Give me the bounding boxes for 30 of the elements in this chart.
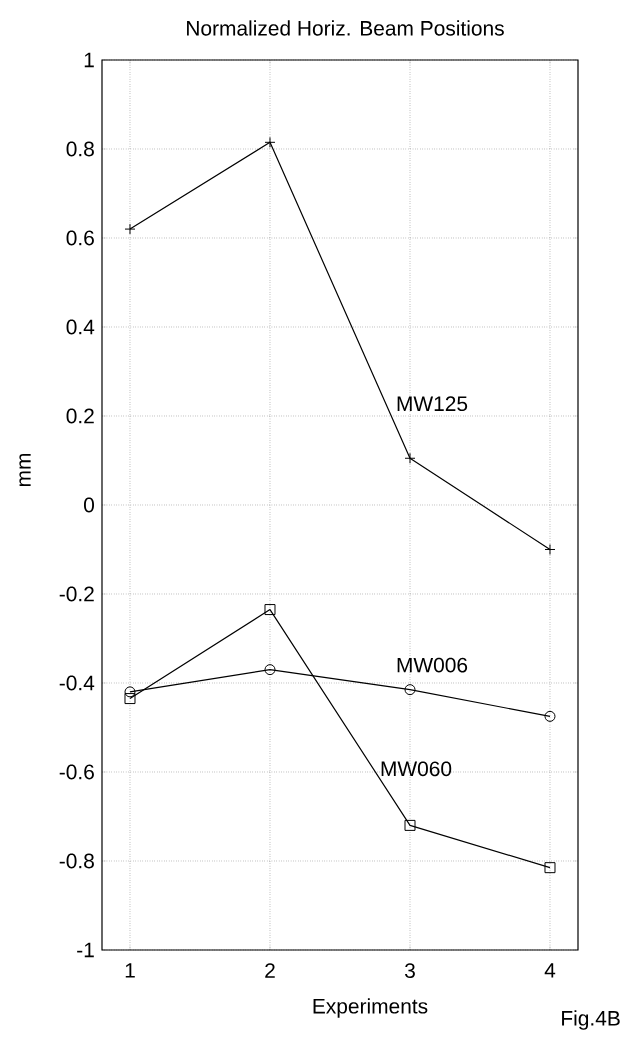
y-tick-label: -0.6 [59, 764, 94, 780]
point [544, 862, 556, 874]
point [124, 693, 136, 705]
series-label: MW125 [397, 396, 468, 412]
y-tick-label: 0.6 [66, 230, 94, 246]
y-tick-label: 0.8 [66, 141, 94, 157]
point [404, 819, 416, 831]
point [264, 604, 276, 616]
x-axis-title: Experiments [313, 998, 428, 1018]
point [264, 664, 276, 676]
y-tick-label: -1 [77, 942, 94, 958]
y-tick-label: 0.2 [66, 408, 94, 424]
point [124, 686, 136, 698]
series-label: MW060 [381, 761, 452, 777]
x-tick-label: 3 [404, 963, 415, 978]
x-tick-label: 4 [544, 963, 556, 978]
y-tick-label: -0.4 [59, 675, 95, 691]
point [544, 710, 556, 722]
y-tick-label: -0.2 [59, 586, 94, 602]
point [404, 684, 416, 696]
y-tick-label: 0.4 [66, 319, 95, 335]
y-tick-label: 0 [84, 497, 94, 513]
x-tick-label: 1 [125, 963, 135, 978]
y-tick-label: -0.8 [59, 853, 94, 869]
x-tick-label: 2 [265, 963, 275, 978]
series-label: MW006 [397, 657, 468, 673]
caption: Fig.4B [562, 1010, 620, 1030]
y-tick-label: 1 [84, 52, 94, 68]
y-axis-title: mm [19, 453, 31, 487]
chart-title: Normalized Horiz. Beam Positions [187, 20, 504, 36]
